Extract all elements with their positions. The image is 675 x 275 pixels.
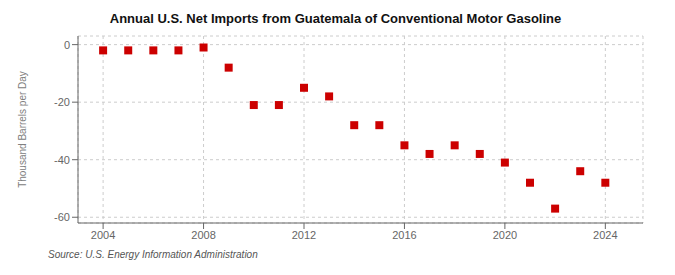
- svg-text:0: 0: [64, 39, 70, 51]
- svg-text:Thousand Barrels per Day: Thousand Barrels per Day: [17, 71, 28, 188]
- svg-text:2012: 2012: [292, 229, 316, 241]
- svg-text:-60: -60: [54, 211, 70, 223]
- html-text:Source: U.S. Energy Informatio: Source: U.S. Energy Information Administ…: [48, 249, 258, 260]
- svg-text:2008: 2008: [191, 229, 215, 241]
- svg-text:-20: -20: [54, 96, 70, 108]
- svg-text:2024: 2024: [593, 229, 617, 241]
- svg-text:-40: -40: [54, 154, 70, 166]
- svg-text:2016: 2016: [392, 229, 416, 241]
- html-text:Annual U.S. Net Imports from G: Annual U.S. Net Imports from Guatemala o…: [109, 11, 562, 26]
- svg-text:2004: 2004: [91, 229, 115, 241]
- svg-text:2020: 2020: [493, 229, 517, 241]
